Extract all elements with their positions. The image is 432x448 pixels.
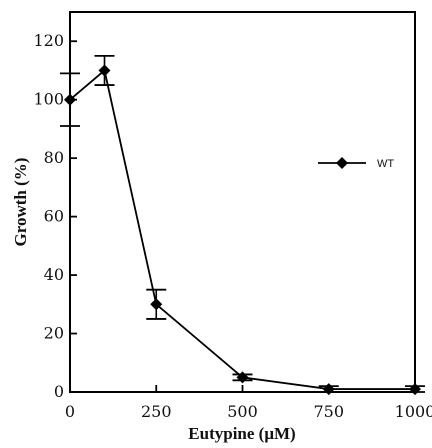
- x-tick-label: 0: [65, 402, 75, 421]
- data-point-diamond: [64, 93, 76, 106]
- x-tick-label: 500: [227, 402, 258, 421]
- y-tick-label: 80: [44, 148, 64, 167]
- x-tick-label: 250: [141, 402, 172, 421]
- y-tick-label: 120: [33, 31, 64, 50]
- y-tick-label: 0: [54, 382, 64, 401]
- y-axis-title: Growth (%): [11, 158, 30, 247]
- x-tick-label: 750: [313, 402, 344, 421]
- legend: WT: [318, 157, 394, 170]
- data-point-diamond: [409, 383, 421, 396]
- legend-diamond-marker: [336, 157, 348, 169]
- y-tick-label: 60: [44, 207, 64, 226]
- y-tick-label: 20: [44, 324, 64, 343]
- data-point-diamond: [98, 64, 111, 77]
- legend-label-wt: WT: [377, 158, 394, 170]
- y-tick-label: 100: [33, 90, 64, 109]
- series-layer: [60, 54, 425, 396]
- x-tick-label: 1000: [395, 402, 432, 421]
- x-axis-title: Eutypine (μM): [188, 424, 295, 443]
- series-line: [69, 68, 415, 390]
- data-point-diamond: [236, 371, 249, 384]
- x-axis-ticks: 0 250 500 750 1000: [65, 385, 432, 421]
- data-point-diamond: [322, 383, 335, 396]
- y-tick-label: 40: [44, 265, 64, 284]
- data-point-diamond: [150, 298, 163, 311]
- plot-area-frame: [69, 11, 416, 393]
